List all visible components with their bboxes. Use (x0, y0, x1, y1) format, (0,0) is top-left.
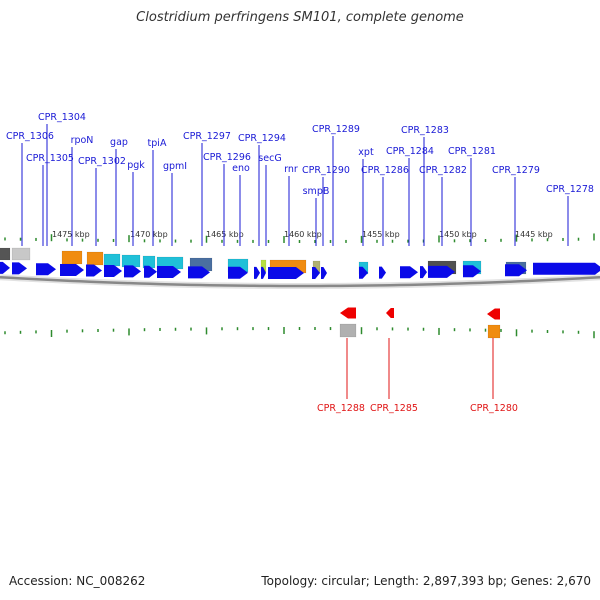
forward-gene-arrow (379, 266, 386, 279)
forward-gene-arrow (157, 265, 181, 278)
forward-gene-label: rnr (284, 164, 298, 175)
forward-gene-arrow (463, 265, 481, 278)
track-box (86, 251, 104, 266)
forward-gene-arrow (533, 262, 600, 275)
topology-summary: Topology: circular; Length: 2,897,393 bp… (261, 574, 591, 588)
reverse-gene-arrow (386, 308, 394, 318)
scale-tick-label: 1470 kbp (130, 230, 168, 239)
track-box (11, 247, 31, 261)
forward-gene-arrow (0, 261, 10, 274)
map-title: Clostridium perfringens SM101, complete … (136, 10, 464, 25)
forward-gene-arrow (60, 263, 84, 276)
forward-gene-label: gap (110, 137, 128, 148)
forward-gene-label: gpmI (163, 161, 187, 172)
forward-gene-label: eno (232, 163, 250, 174)
track-box (487, 324, 501, 339)
forward-gene-arrow (104, 264, 122, 277)
forward-gene-label: CPR_1282 (419, 165, 467, 176)
forward-gene-arrow (321, 266, 327, 279)
forward-gene-label: CPR_1281 (448, 146, 496, 157)
forward-gene-label: CPR_1290 (302, 165, 350, 176)
forward-gene-arrow (261, 266, 266, 279)
forward-gene-label: CPR_1279 (492, 165, 540, 176)
scale-tick-label: 1465 kbp (206, 230, 244, 239)
forward-gene-arrow (400, 266, 418, 279)
forward-gene-arrow (188, 266, 210, 279)
track-box (0, 247, 11, 261)
scale-tick-label: 1460 kbp (284, 230, 322, 239)
forward-gene-label: CPR_1289 (312, 124, 360, 135)
forward-gene-label: pgk (127, 160, 145, 171)
forward-gene-arrow (36, 263, 56, 276)
forward-gene-label: CPR_1278 (546, 184, 594, 195)
forward-gene-arrow (359, 266, 368, 279)
forward-gene-arrow (312, 266, 320, 279)
track-box (339, 323, 357, 338)
track-box (121, 254, 141, 268)
forward-gene-label: CPR_1305 (26, 153, 74, 164)
track-box (103, 253, 121, 267)
reverse-gene-arrow (487, 308, 500, 320)
forward-gene-label: smpB (303, 186, 330, 197)
reverse-gene-label: CPR_1288 (317, 403, 365, 414)
forward-gene-arrow (505, 264, 527, 277)
scale-tick-label: 1455 kbp (362, 230, 400, 239)
forward-gene-label: CPR_1296 (203, 152, 251, 163)
forward-gene-label: xpt (358, 147, 374, 158)
forward-gene-arrow (420, 266, 427, 279)
reverse-gene-label: CPR_1280 (470, 403, 518, 414)
forward-gene-label: CPR_1302 (78, 156, 126, 167)
forward-gene-arrow (428, 265, 455, 278)
forward-gene-label: CPR_1284 (386, 146, 434, 157)
forward-gene-label: CPR_1283 (401, 125, 449, 136)
forward-gene-label: CPR_1286 (361, 165, 409, 176)
forward-gene-arrow (228, 266, 248, 279)
reverse-gene-arrow (340, 307, 356, 319)
track-box (61, 250, 83, 265)
forward-gene-label: CPR_1306 (6, 131, 54, 142)
forward-gene-arrow (86, 264, 102, 277)
scale-tick-label: 1475 kbp (52, 230, 90, 239)
forward-gene-arrow (12, 262, 27, 275)
forward-gene-arrow (144, 265, 157, 278)
accession-text: Accession: NC_008262 (9, 574, 146, 588)
forward-gene-label: rpoN (71, 135, 94, 146)
forward-gene-arrow (124, 265, 141, 278)
forward-gene-label: CPR_1294 (238, 133, 286, 144)
scale-tick-label: 1450 kbp (439, 230, 477, 239)
scale-tick-label: 1445 kbp (515, 230, 553, 239)
forward-gene-label: CPR_1297 (183, 131, 231, 142)
backbone-line (0, 275, 600, 288)
forward-gene-label: CPR_1304 (38, 112, 86, 123)
reverse-gene-label: CPR_1285 (370, 403, 418, 414)
forward-gene-arrow (268, 266, 304, 279)
forward-gene-label: tpiA (148, 138, 167, 149)
forward-gene-label: secG (258, 153, 281, 164)
forward-gene-arrow (254, 266, 260, 279)
